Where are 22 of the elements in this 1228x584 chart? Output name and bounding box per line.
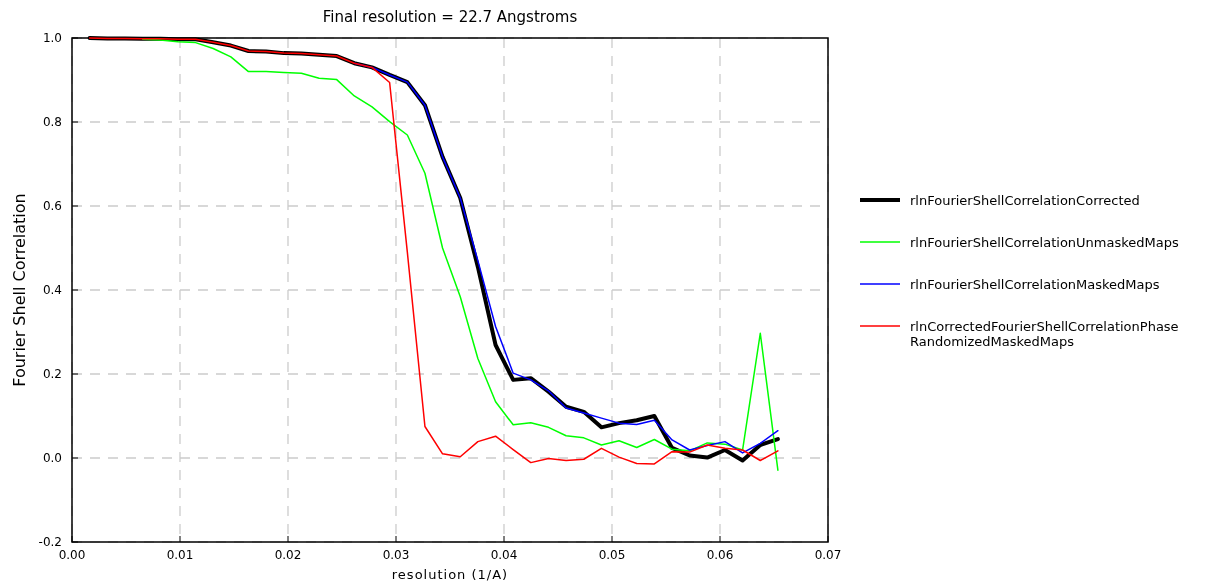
y-tick-label: -0.2 — [38, 535, 62, 549]
y-tick-label: 0.6 — [42, 199, 62, 213]
legend-label: rlnFourierShellCorrelationUnmaskedMaps — [910, 235, 1180, 250]
legend-label: rlnCorrectedFourierShellCorrelationPhaseRandomizedMaskedMaps — [910, 319, 1179, 349]
x-tick-label: 0.02 — [274, 548, 302, 562]
y-tick-label: 0.8 — [42, 115, 62, 129]
x-tick-label: 0.04 — [490, 548, 518, 562]
y-tick-label: 0.2 — [42, 367, 62, 381]
chart-title: Final resolution = 22.7 Angstroms — [322, 8, 578, 26]
x-tick-label: 0.01 — [166, 548, 194, 562]
x-tick-label: 0.03 — [382, 548, 410, 562]
x-axis-title: resolution (1/A) — [391, 567, 509, 582]
y-tick-label: 0.0 — [42, 451, 62, 465]
x-tick-label: 0.00 — [58, 548, 86, 562]
y-tick-label: 1.0 — [42, 31, 62, 45]
y-tick-label: 0.4 — [42, 283, 62, 297]
x-tick-label: 0.06 — [706, 548, 734, 562]
x-tick-label: 0.05 — [598, 548, 626, 562]
y-axis-title: Fourier Shell Correlation — [10, 193, 29, 387]
legend-label: rlnFourierShellCorrelationMaskedMaps — [910, 277, 1160, 292]
x-tick-label: 0.07 — [814, 548, 842, 562]
legend-label: rlnFourierShellCorrelationCorrected — [910, 193, 1140, 208]
